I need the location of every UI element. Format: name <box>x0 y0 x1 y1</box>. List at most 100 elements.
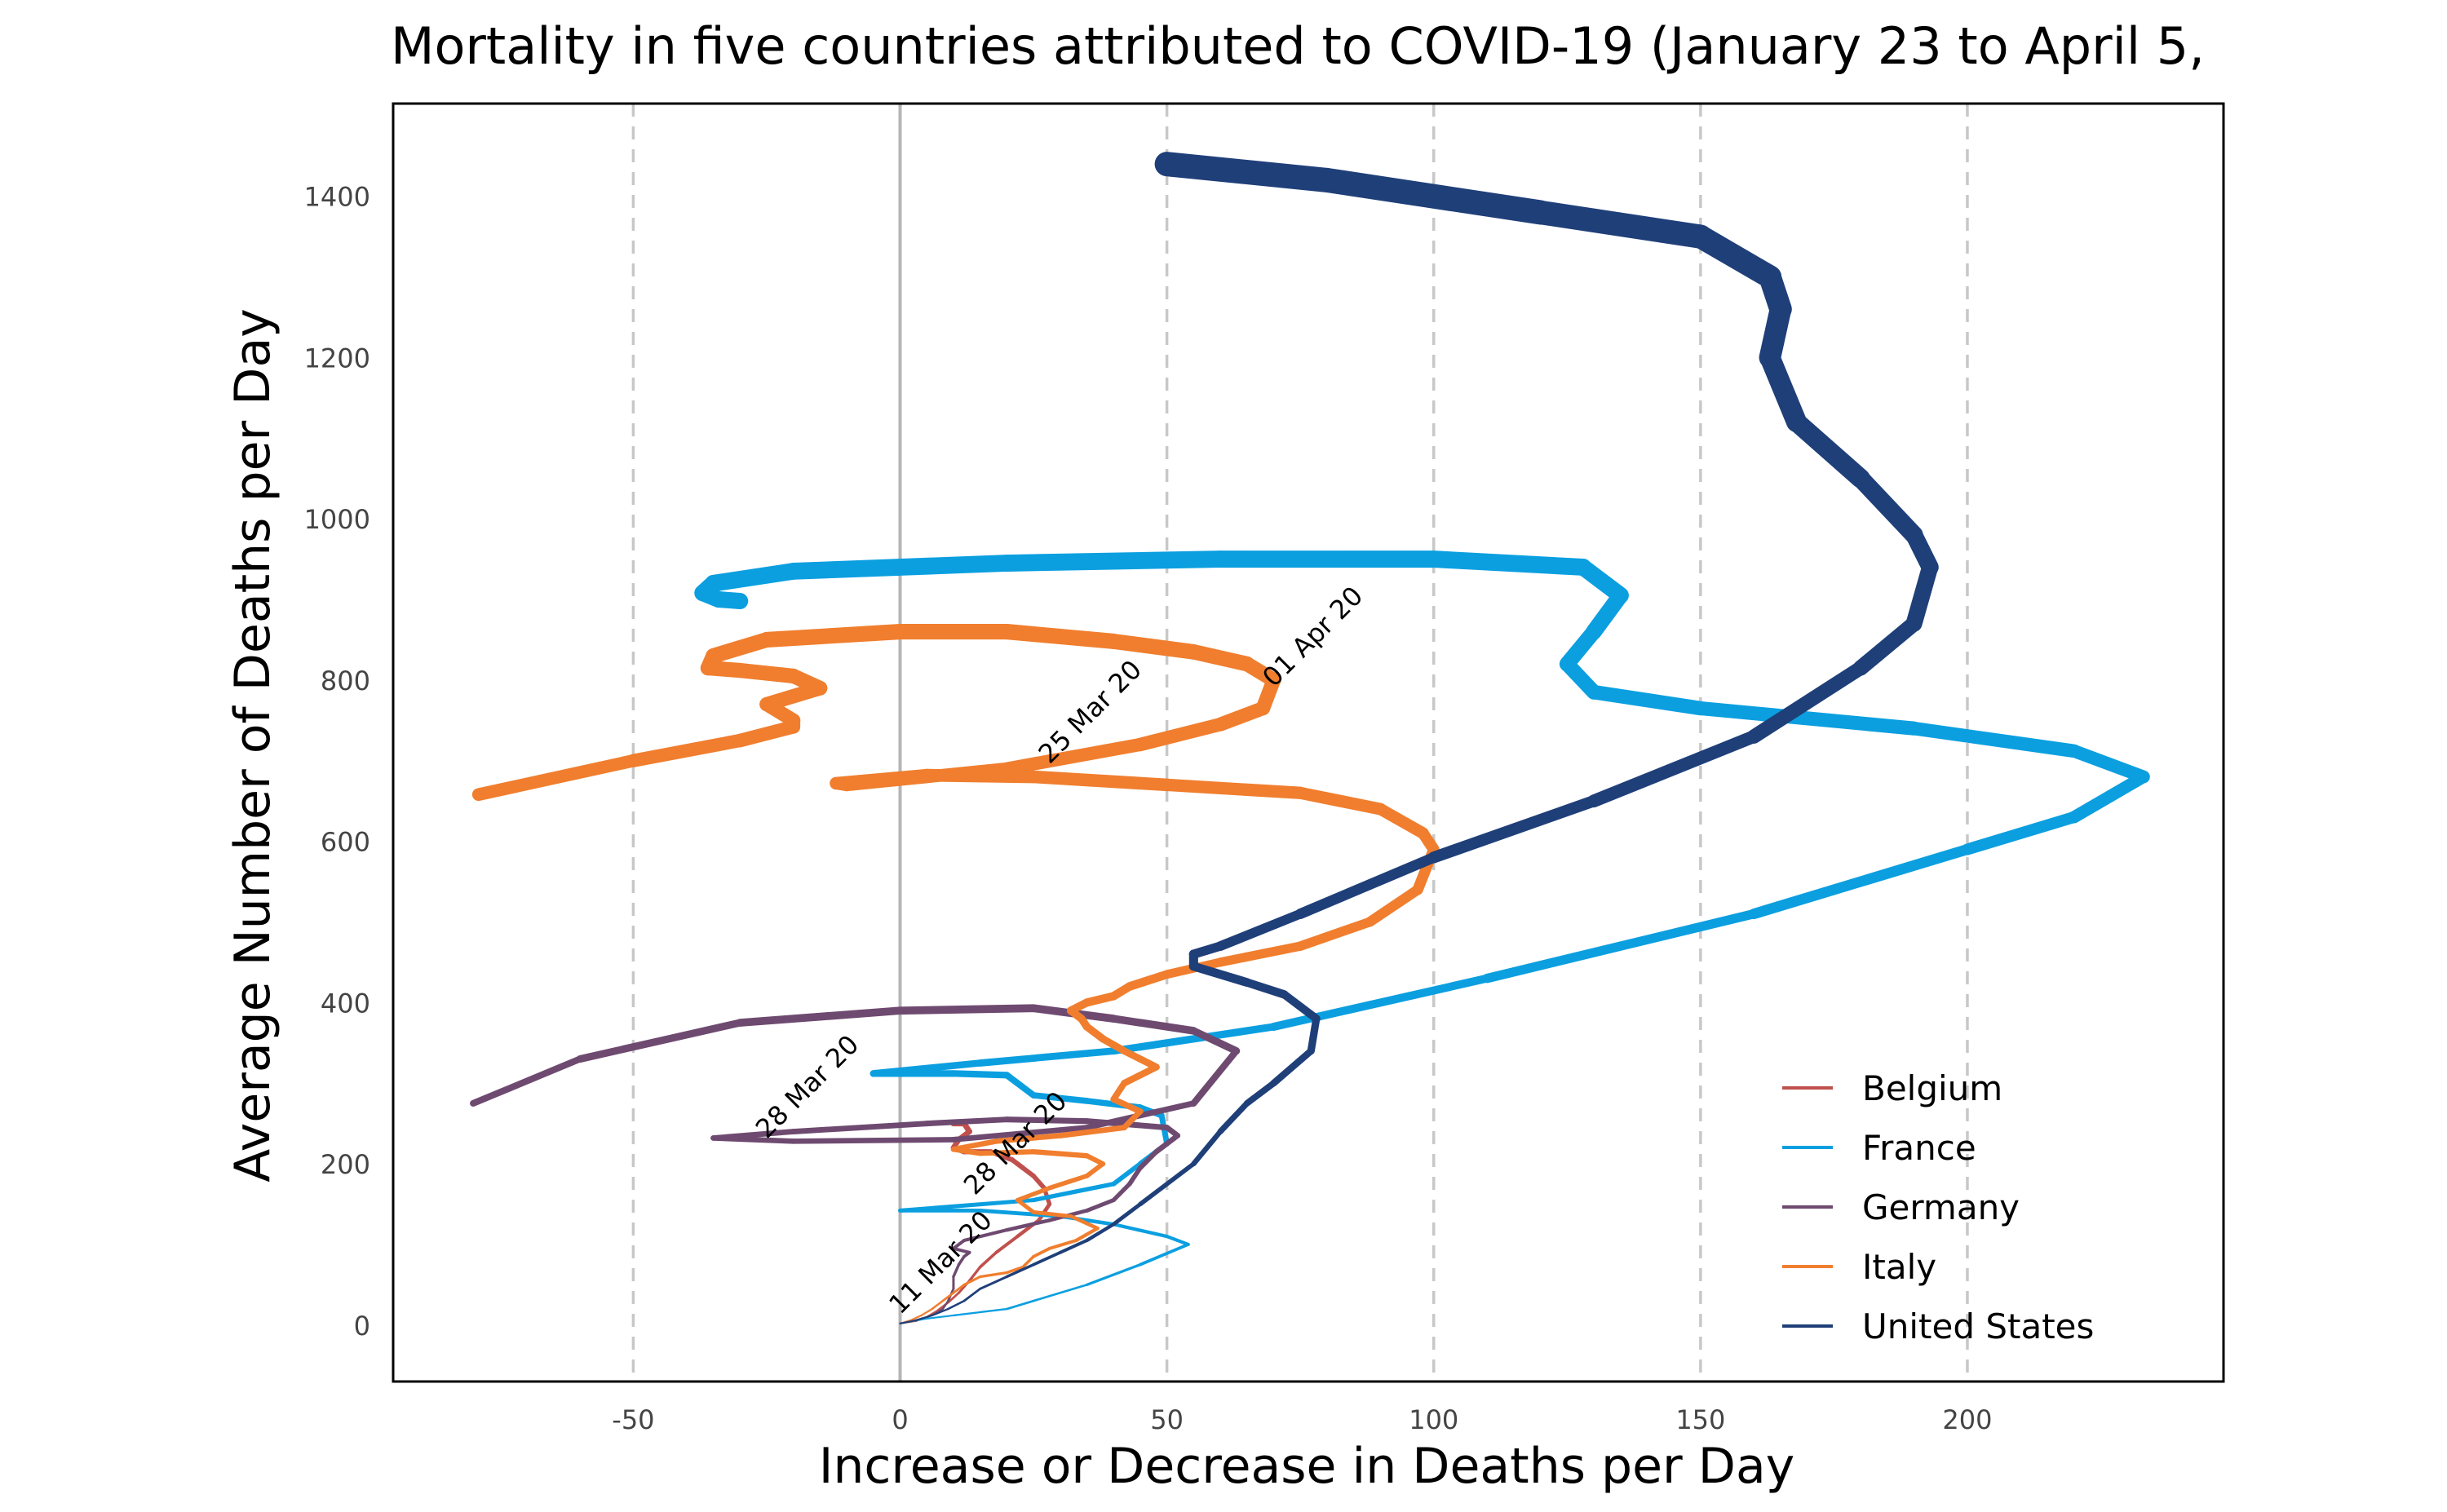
series-segment <box>1113 1019 1193 1031</box>
y-tick-label: 0 <box>354 1311 370 1342</box>
series-segment <box>1086 1156 1103 1164</box>
series-segment <box>1140 1164 1193 1204</box>
series-segment <box>740 670 793 676</box>
y-tick-label: 1200 <box>304 343 370 374</box>
series-segment <box>2074 751 2144 777</box>
series-segment <box>1167 1236 1188 1245</box>
series-segment <box>954 1073 1007 1075</box>
y-axis-label: Average Number of Deaths per Day <box>224 308 281 1182</box>
series-segment <box>1050 1176 1087 1188</box>
series-segment <box>2074 777 2144 817</box>
legend-label: France <box>1862 1128 1976 1168</box>
series-segment <box>1247 983 1285 995</box>
series-segment <box>1140 724 1220 745</box>
legend-label: United States <box>1862 1306 2094 1346</box>
series-segment <box>980 1276 1007 1289</box>
series-segment <box>1220 1103 1247 1132</box>
series-segment <box>1193 1051 1236 1103</box>
series-segment <box>1220 914 1300 947</box>
y-tick-label: 1000 <box>304 504 370 535</box>
series-segment <box>1434 559 1583 568</box>
x-axis-ticks: -50 0 50 100 150 200 <box>612 1404 1992 1435</box>
series-segment <box>1220 946 1300 962</box>
series-segment <box>794 564 1007 572</box>
series-segment <box>1967 817 2074 850</box>
series-segment <box>1007 1284 1086 1309</box>
series-segment <box>1273 979 1487 1027</box>
series-segment <box>996 1236 1017 1253</box>
series-segment <box>1594 736 1754 801</box>
x-tick-label: 150 <box>1675 1404 1725 1435</box>
series-segment <box>1914 728 2074 751</box>
series-segment <box>1861 624 1914 668</box>
y-tick-label: 200 <box>321 1149 370 1180</box>
series-segment <box>740 727 793 741</box>
series-segment <box>1124 1051 1156 1068</box>
chart-title: Mortality in five countries attributed t… <box>391 16 2205 76</box>
series-segment <box>1797 422 1861 479</box>
legend-label: Italy <box>1862 1247 1936 1287</box>
x-tick-label: 50 <box>1150 1404 1184 1435</box>
series-segment <box>1140 1245 1188 1265</box>
y-tick-label: 800 <box>321 665 370 696</box>
series-segment <box>900 1008 1034 1010</box>
series-segment <box>1861 479 1914 535</box>
series-segment <box>1285 994 1316 1019</box>
series-segment <box>1594 692 1701 709</box>
series-segment <box>1370 890 1418 922</box>
series-segment <box>1380 809 1423 833</box>
series-segment <box>980 1309 1007 1312</box>
series-segment <box>948 1301 964 1309</box>
series-segment <box>1113 1224 1166 1236</box>
series-segment <box>479 761 634 795</box>
series-segment <box>954 1312 980 1315</box>
series-segment <box>580 1023 740 1059</box>
series-segment <box>1113 641 1193 652</box>
series-segment <box>1434 801 1594 857</box>
series-line-italy <box>479 632 1434 1324</box>
series-segment <box>980 1253 997 1267</box>
series-segment <box>980 1051 1114 1063</box>
x-tick-label: 100 <box>1409 1404 1458 1435</box>
x-tick-label: 200 <box>1942 1404 1992 1435</box>
series-segment <box>714 571 794 583</box>
series-segment <box>794 1124 927 1132</box>
legend-label: Belgium <box>1862 1068 2002 1108</box>
y-tick-label: 1400 <box>304 182 370 213</box>
series-segment <box>714 639 767 656</box>
series-segment <box>1033 1152 1086 1156</box>
series-segment <box>1193 652 1246 664</box>
series-segment <box>1007 559 1220 564</box>
y-tick-label: 600 <box>321 827 370 858</box>
y-tick-label: 400 <box>321 988 370 1019</box>
series-segment <box>767 632 900 640</box>
series-segment <box>1541 212 1701 237</box>
series-segment <box>633 741 740 761</box>
series-segment <box>740 1010 900 1023</box>
series-segment <box>1300 922 1370 946</box>
series-segment <box>1113 1204 1140 1224</box>
series-segment <box>980 1273 1007 1277</box>
x-axis-label: Increase or Decrease in Deaths per Day <box>819 1438 1795 1495</box>
series-segment <box>1914 567 1931 623</box>
series-segment <box>1033 1249 1050 1257</box>
x-tick-label: 0 <box>892 1404 908 1435</box>
series-segment <box>1086 1200 1113 1211</box>
series-segment <box>714 1138 794 1141</box>
series-segment <box>1487 914 1754 979</box>
series-segment <box>1113 1184 1130 1200</box>
series-segment <box>1167 164 1327 180</box>
series-segment <box>719 599 740 601</box>
series-segment <box>1311 1019 1316 1051</box>
series-segment <box>1300 793 1380 809</box>
series-segment <box>1193 966 1246 983</box>
series-segment <box>1273 1051 1311 1084</box>
series-segment <box>1701 237 1770 276</box>
legend: Belgium France Germany Italy United States <box>1782 1068 2094 1346</box>
series-segment <box>1130 975 1167 987</box>
series-segment <box>1167 785 1301 793</box>
series-segment <box>1701 708 1914 728</box>
series-segment <box>927 1120 1007 1124</box>
date-annotation: 01 Apr 20 <box>1256 580 1369 692</box>
